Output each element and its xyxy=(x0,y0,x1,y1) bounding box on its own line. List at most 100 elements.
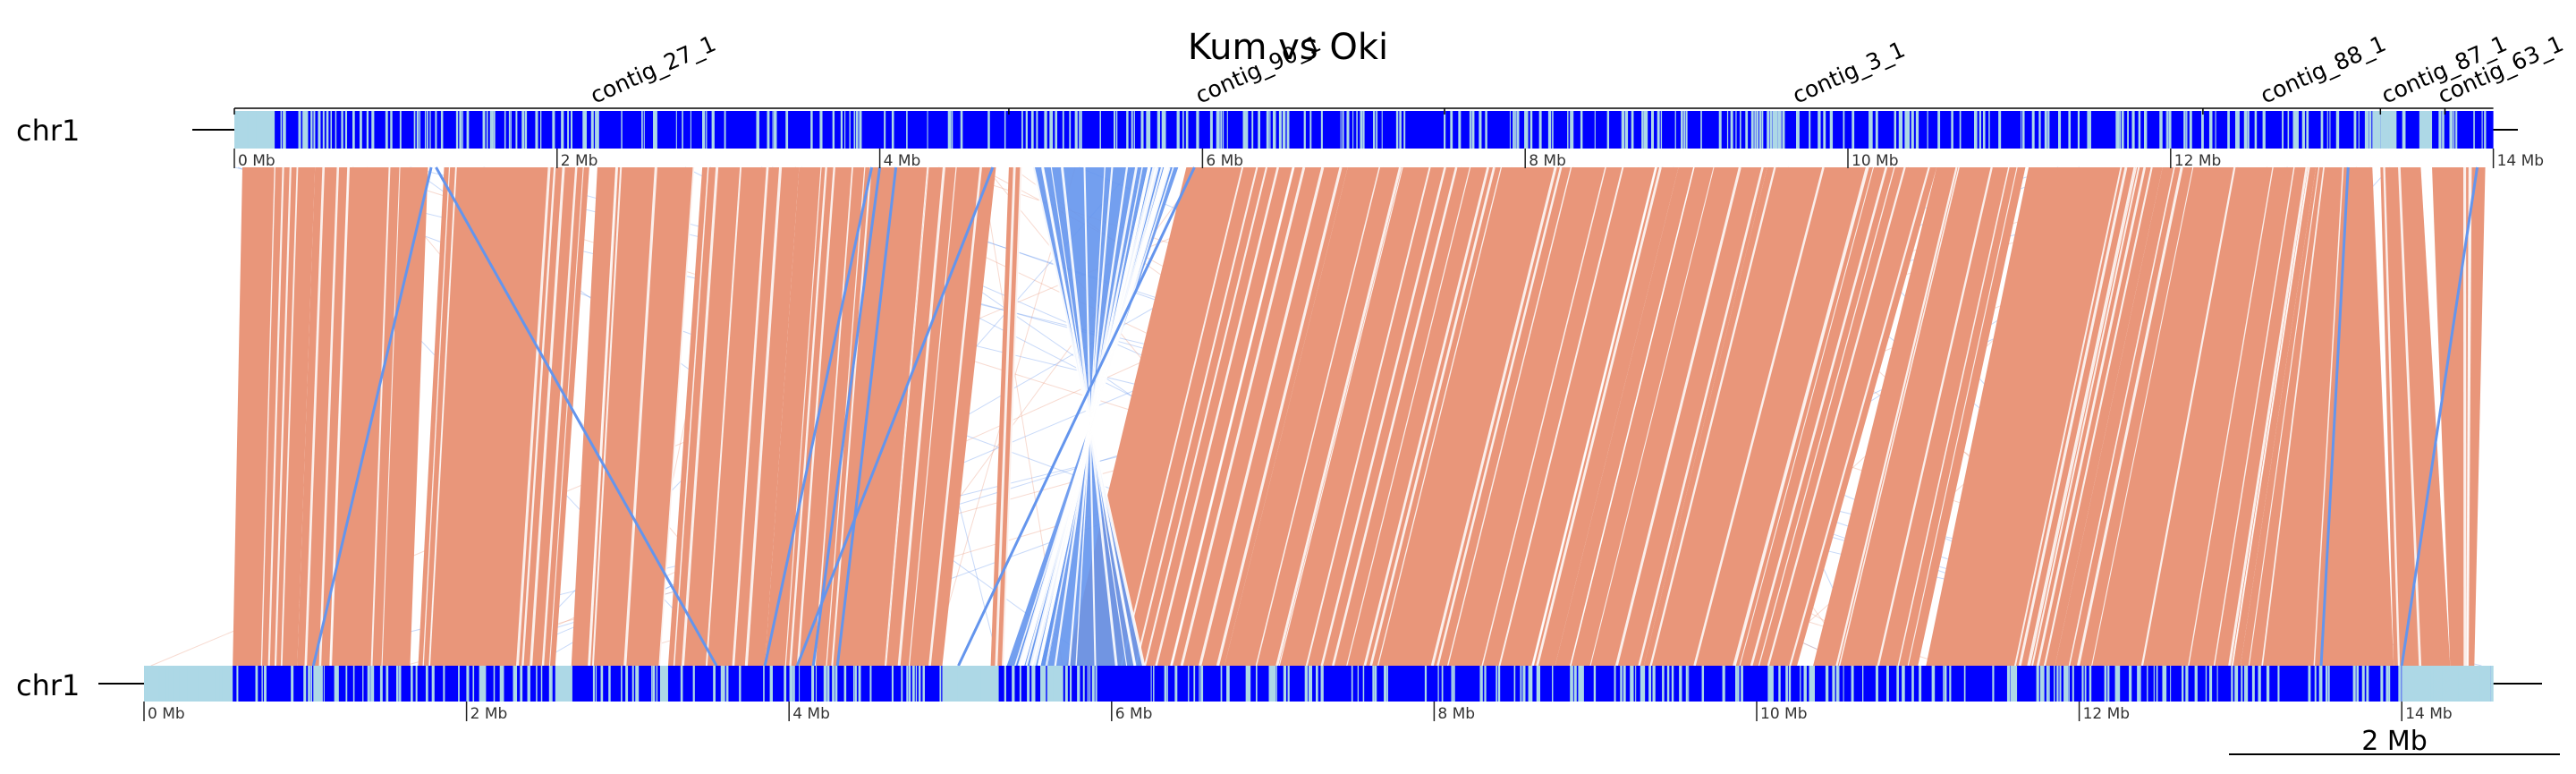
track-stripe xyxy=(1982,111,1986,149)
block-gap-stripe xyxy=(1570,166,1695,667)
track-stripe xyxy=(2282,111,2284,149)
track-stripe xyxy=(2163,666,2167,702)
block-gap-stripe xyxy=(796,166,835,667)
track-stripe xyxy=(1047,666,1050,702)
track-stripe xyxy=(2419,111,2421,149)
track-stripe xyxy=(1896,666,1900,702)
track-stripe xyxy=(499,666,503,702)
block-gap-stripe xyxy=(2313,166,2344,667)
block-gap-stripe xyxy=(1733,166,1868,667)
track-stripe xyxy=(493,111,496,149)
track-stripe xyxy=(2114,666,2117,702)
track-stripe xyxy=(1835,666,1839,702)
track-stripe xyxy=(2129,666,2132,702)
track-stripe xyxy=(291,666,293,702)
track-stripe xyxy=(185,666,188,702)
track-stripe xyxy=(1196,111,1199,149)
track-stripe xyxy=(1620,666,1623,702)
track-stripe xyxy=(540,666,543,702)
block-gap-stripe xyxy=(897,166,945,667)
track-stripe xyxy=(1643,111,1647,149)
track-stripe xyxy=(1606,111,1610,149)
track-stripe xyxy=(784,666,787,702)
track-stripe xyxy=(335,111,337,149)
forward-synteny-block xyxy=(1643,167,1937,666)
track-stripe xyxy=(1825,666,1829,702)
track-stripe xyxy=(2183,111,2186,149)
block-gap-stripe xyxy=(1649,166,1776,667)
track-stripe xyxy=(1361,111,1363,149)
block-gap-stripe xyxy=(2014,166,2123,667)
track-stripe xyxy=(2119,111,2122,149)
track-stripe xyxy=(1904,111,1908,149)
track-stripe xyxy=(1079,111,1080,149)
track-stripe xyxy=(2160,111,2162,149)
track-stripe xyxy=(352,111,355,149)
track-stripe xyxy=(661,666,665,702)
track-stripe xyxy=(1044,111,1047,149)
track-stripe xyxy=(179,666,182,702)
track-stripe xyxy=(953,666,955,702)
track-stripe xyxy=(567,111,570,149)
track-stripe xyxy=(2010,666,2013,702)
track-stripe xyxy=(1578,666,1580,702)
track-stripe xyxy=(1268,666,1270,702)
track-stripe xyxy=(435,111,437,149)
track-stripe xyxy=(508,111,511,149)
track-stripe xyxy=(608,666,610,702)
track-stripe xyxy=(1209,111,1213,149)
track-stripe xyxy=(1050,111,1054,149)
track-stripe xyxy=(520,666,523,702)
track-stripe xyxy=(2325,666,2328,702)
track-stripe xyxy=(908,666,911,702)
track-stripe xyxy=(1530,666,1533,702)
track-stripe xyxy=(2327,666,2330,702)
block-gap-stripe xyxy=(1031,166,1146,667)
track-stripe xyxy=(2335,111,2340,149)
track-stripe xyxy=(1074,111,1078,149)
track-stripe xyxy=(1025,111,1028,149)
track-stripe xyxy=(884,111,886,149)
track-stripe xyxy=(1286,111,1288,149)
track-stripe xyxy=(1876,111,1878,149)
track-stripe xyxy=(1515,111,1517,149)
track-stripe xyxy=(1140,111,1142,149)
track-stripe xyxy=(482,111,486,149)
track-gap-region xyxy=(942,666,999,702)
track-stripe xyxy=(973,666,976,702)
block-gap-stripe xyxy=(673,166,709,667)
track-stripe xyxy=(398,666,400,702)
track-stripe xyxy=(2254,111,2258,149)
block-gap-stripe xyxy=(274,166,292,667)
track-stripe xyxy=(713,666,716,702)
block-gap-stripe xyxy=(591,166,623,667)
track-stripe xyxy=(2058,111,2062,149)
track-stripe xyxy=(2236,111,2240,149)
track-stripe xyxy=(1645,111,1648,149)
track-stripe xyxy=(1679,666,1682,702)
track-stripe xyxy=(2320,666,2323,702)
track-stripe xyxy=(2008,666,2011,702)
track-stripe xyxy=(1451,111,1453,149)
track-stripe xyxy=(1843,111,1845,149)
track-stripe xyxy=(571,666,572,702)
track-stripe xyxy=(491,111,494,149)
block-gap-stripe xyxy=(2027,166,2136,667)
block-gap-stripe xyxy=(1734,166,1869,667)
track-stripe xyxy=(1027,666,1030,702)
forward-synteny-block xyxy=(418,167,589,666)
block-gap-stripe xyxy=(1199,166,1325,667)
track-stripe xyxy=(918,666,921,702)
block-gap-stripe xyxy=(2466,166,2470,667)
track-stripe xyxy=(1796,111,1800,149)
track-stripe xyxy=(2314,666,2317,702)
track-stripe xyxy=(1267,111,1269,149)
track-stripe xyxy=(303,666,306,702)
track-stripe xyxy=(901,666,903,702)
track-stripe xyxy=(548,666,552,702)
track-stripe xyxy=(557,666,561,702)
track-stripe xyxy=(1573,666,1577,702)
track-stripe xyxy=(1282,111,1286,149)
track-stripe xyxy=(267,111,269,149)
track-stripe xyxy=(2156,666,2158,702)
